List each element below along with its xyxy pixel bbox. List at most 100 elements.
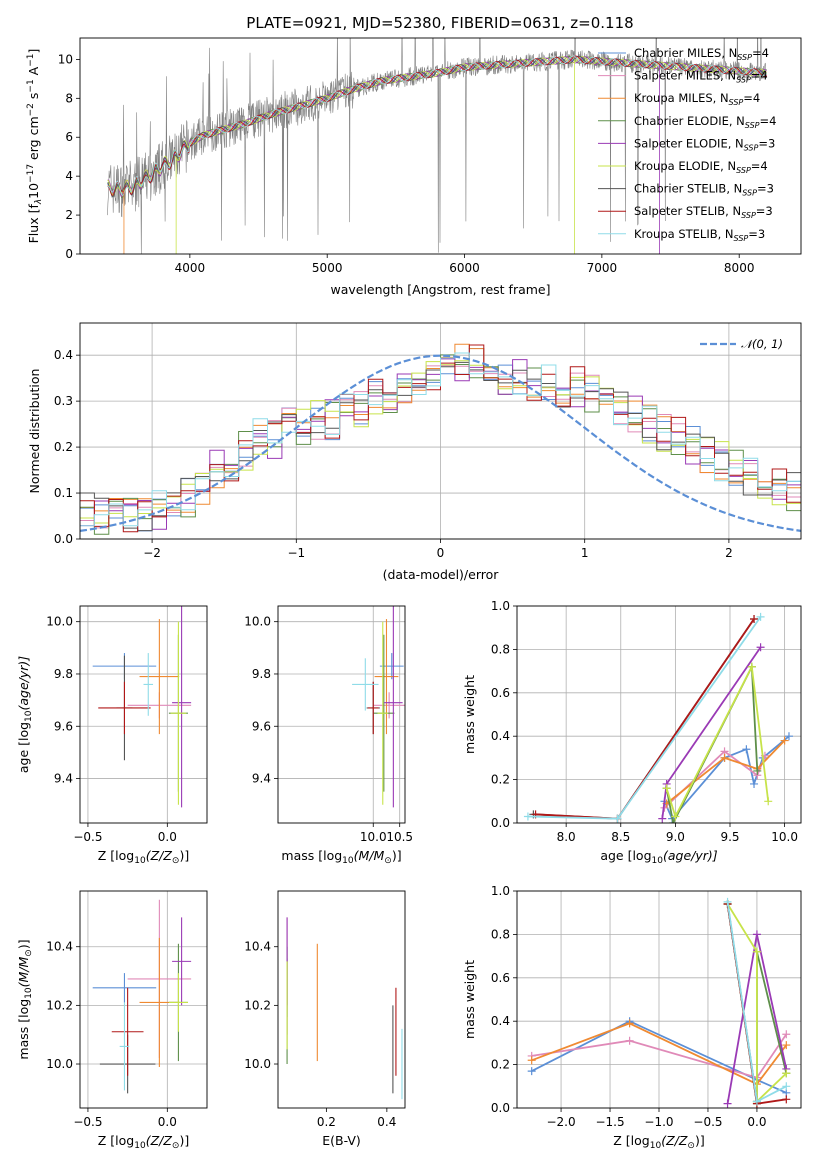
errorbars bbox=[92, 606, 192, 808]
weight-lines bbox=[523, 612, 793, 823]
weight-point bbox=[753, 766, 762, 775]
histograms bbox=[80, 343, 801, 535]
y-tick-label: 1.0 bbox=[491, 884, 510, 898]
x-tick-label: 0.0 bbox=[158, 1115, 177, 1129]
label-part: mass [log bbox=[16, 999, 31, 1060]
label-part: SSP bbox=[734, 234, 749, 243]
label-part: 10 bbox=[134, 1141, 146, 1151]
label-part: Z [log bbox=[98, 1133, 134, 1148]
errorbars bbox=[92, 899, 192, 1094]
y-tick-label: 0.2 bbox=[491, 773, 510, 787]
x-tick-label: 4000 bbox=[175, 261, 206, 275]
weight-series-7 bbox=[531, 615, 759, 823]
label-part: SSP bbox=[742, 189, 757, 198]
weight-line bbox=[726, 903, 787, 1104]
errorbar-2 bbox=[374, 619, 399, 735]
y-tick-label: 0.0 bbox=[491, 1101, 510, 1115]
label-part: =3 bbox=[757, 182, 774, 196]
y-tick-label: 9.6 bbox=[252, 719, 271, 733]
spectrum-lines bbox=[107, 38, 768, 254]
y-tick-label: 10.0 bbox=[244, 615, 271, 629]
weight-point bbox=[720, 753, 729, 762]
weight-series-2 bbox=[527, 1019, 791, 1089]
normal-reference-curve bbox=[80, 354, 801, 532]
label-part: =4 bbox=[751, 159, 768, 173]
weight-lines bbox=[527, 897, 791, 1108]
x-axis-label: (data-model)/error bbox=[383, 567, 500, 582]
legend-label: Chabrier ELODIE, NSSP=4 bbox=[634, 114, 776, 130]
weight-line bbox=[531, 1033, 788, 1079]
label-part: Kroupa MILES, N bbox=[634, 91, 729, 105]
weight-point bbox=[782, 1082, 791, 1091]
errorbar-8 bbox=[352, 658, 379, 711]
x-axis-label: Z [log10(Z/Z⊙)] bbox=[98, 848, 189, 866]
weight-point bbox=[658, 814, 667, 823]
weight-line bbox=[666, 739, 786, 805]
label-part: )] bbox=[392, 848, 402, 863]
weight-point bbox=[723, 897, 732, 906]
weight-point bbox=[723, 1099, 732, 1108]
plot-frame bbox=[277, 605, 406, 824]
x-tick-label: −1.0 bbox=[644, 1115, 673, 1129]
y-tick-label: 1.0 bbox=[491, 599, 510, 613]
errorbar-8 bbox=[143, 653, 154, 716]
x-tick-label: −0.5 bbox=[693, 1115, 722, 1129]
y-tick-label: 9.6 bbox=[54, 719, 73, 733]
y-axis-label: age [log10(age/yr)] bbox=[16, 656, 34, 773]
label-part: −1 bbox=[26, 79, 36, 92]
weight-point bbox=[750, 615, 759, 624]
label-part: (Z/Z bbox=[146, 1133, 173, 1148]
x-axis-label: wavelength [Angstrom, rest frame] bbox=[330, 282, 550, 297]
label-part: ⊙ bbox=[172, 856, 180, 866]
weight-point bbox=[782, 1069, 791, 1078]
x-tick-label: 7000 bbox=[587, 261, 618, 275]
x-tick-label: 5000 bbox=[312, 261, 343, 275]
label-part: =4 bbox=[751, 69, 768, 83]
errorbar-4 bbox=[384, 606, 403, 808]
weight-vs-metallicity-panel: −2.0 −1.5 −1.0 −0.5 0.0 0.0 0.2 0.4 0.6 0.8 1.0 Z [… bbox=[462, 884, 802, 1151]
x-tick-label: −0.5 bbox=[73, 830, 102, 844]
label-part: )] bbox=[16, 939, 31, 949]
weight-line bbox=[663, 735, 790, 821]
weight-series-8 bbox=[523, 612, 765, 823]
plot-frame bbox=[79, 605, 208, 824]
errorbar-4 bbox=[172, 606, 192, 808]
y-tick-label: 6 bbox=[65, 130, 73, 144]
y-axis-label: mass weight bbox=[462, 675, 477, 754]
y-tick-label: 10.0 bbox=[46, 1057, 73, 1071]
label-part: =4 bbox=[743, 91, 760, 105]
label-part: (age/yr)] bbox=[663, 848, 718, 863]
errorbar-0 bbox=[92, 973, 157, 1003]
x-tick-label: 10.5 bbox=[386, 830, 413, 844]
weight-point bbox=[671, 812, 680, 821]
x-tick-label: 6000 bbox=[449, 261, 480, 275]
x-tick-label: −2.0 bbox=[546, 1115, 575, 1129]
label-part: ⊙ bbox=[24, 949, 34, 957]
weight-point bbox=[527, 1067, 536, 1076]
errorbar-5 bbox=[168, 973, 188, 1032]
x-tick-label: 9.0 bbox=[666, 830, 685, 844]
label-part: =4 bbox=[752, 46, 769, 60]
weight-series-6 bbox=[529, 615, 759, 823]
figure-title: PLATE=0921, MJD=52380, FIBERID=0631, z=0… bbox=[246, 14, 633, 32]
y-tick-label: 0 bbox=[65, 247, 73, 261]
y-tick-label: 10.0 bbox=[244, 1057, 271, 1071]
legend-label: Kroupa STELIB, NSSP=3 bbox=[634, 227, 765, 243]
y-tick-label: 0.8 bbox=[491, 927, 510, 941]
x-axis-label: Z [log10(Z/Z⊙)] bbox=[98, 1133, 189, 1151]
label-part: A bbox=[26, 66, 41, 79]
legend-label: Salpeter STELIB, NSSP=3 bbox=[634, 204, 773, 220]
label-part: −2 bbox=[26, 103, 36, 116]
model-spectrum-8 bbox=[107, 55, 767, 196]
weight-point bbox=[752, 947, 761, 956]
label-part: age [log bbox=[600, 848, 651, 863]
label-part: 10 bbox=[652, 856, 664, 866]
errorbar-1 bbox=[373, 692, 405, 719]
label-part: erg cm bbox=[26, 116, 41, 164]
weight-point bbox=[625, 1019, 634, 1028]
label-part: =3 bbox=[748, 227, 765, 241]
weight-point bbox=[780, 736, 789, 745]
weight-point bbox=[752, 930, 761, 939]
errorbar-5 bbox=[377, 621, 389, 805]
